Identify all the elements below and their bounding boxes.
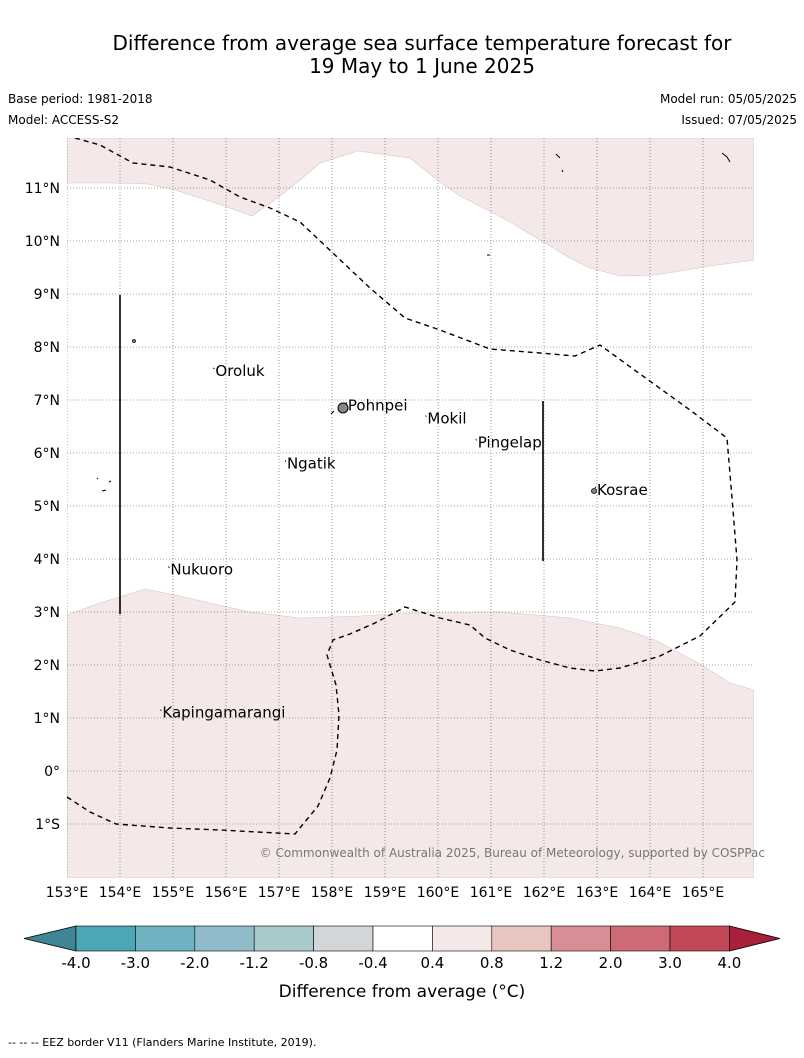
- place-marker: [167, 566, 170, 568]
- longitude-tick-label: 160°E: [417, 885, 460, 901]
- latitude-tick-label: 8°N: [34, 340, 60, 356]
- eez-footnote: -- -- -- EEZ border V11 (Flanders Marine…: [8, 1036, 317, 1049]
- longitude-tick-label: 159°E: [364, 885, 407, 901]
- model-name: Model: ACCESS-S2: [8, 113, 120, 127]
- longitude-tick-label: 158°E: [311, 885, 354, 901]
- colorbar-segment: [669, 925, 730, 952]
- atoll-marks-north: [555, 152, 731, 173]
- warm-anomaly-region-north: [67, 138, 754, 277]
- colorbar-segment: [372, 925, 433, 952]
- longitude-tick-label: 157°E: [258, 885, 301, 901]
- island-shape: [132, 339, 136, 343]
- colorbar-tick-label: 0.8: [480, 954, 504, 972]
- place-marker: [475, 439, 478, 441]
- copyright-notice: © Commonwealth of Australia 2025, Bureau…: [260, 846, 765, 860]
- longitude-tick-label: 162°E: [523, 885, 566, 901]
- colorbar-label: Difference from average (°C): [279, 982, 526, 1002]
- map-area: Oroluk Pohnpei Mokil Pingelap Ngatik Kosrae Nu…: [67, 138, 754, 878]
- place-label: Ngatik: [287, 455, 336, 473]
- title-line-1: Difference from average sea surface temp…: [112, 31, 732, 55]
- forecast-map: Oroluk Pohnpei Mokil Pingelap Ngatik Kosrae Nu…: [23, 138, 781, 1002]
- colorbar-segment: [75, 925, 136, 952]
- latitude-tick-label: 2°N: [34, 658, 60, 674]
- place-marker: [594, 486, 597, 489]
- base-period: Base period: 1981-2018: [8, 92, 153, 106]
- title-line-2: 19 May to 1 June 2025: [309, 54, 535, 78]
- place-label: Oroluk: [215, 362, 264, 380]
- longitude-tick-label: 164°E: [629, 885, 672, 901]
- longitude-tick-label: 165°E: [682, 885, 725, 901]
- colorbar-tick-label: 4.0: [717, 954, 741, 972]
- colorbar-tick-labels: -4.0 -3.0 -2.0 -1.2 -0.8 -0.4 0.4 0.8 1.2 2.0 3.0 4…: [61, 954, 741, 972]
- colorbar-segment: [253, 925, 314, 952]
- colorbar-segment: [135, 925, 196, 952]
- colorbar-tick-label: -0.4: [358, 954, 387, 972]
- place-marker: [284, 460, 287, 462]
- latitude-tick-label: 6°N: [34, 446, 60, 462]
- place-label: Kosrae: [597, 481, 648, 499]
- latitude-tick-label: 3°N: [34, 605, 60, 621]
- colorbar-segment: [491, 925, 552, 952]
- place-marker: [345, 401, 348, 404]
- atoll-marks: [96, 410, 335, 492]
- latitude-tick-label: 1°N: [34, 711, 60, 727]
- latitude-tick-label: 10°N: [25, 234, 60, 250]
- pohnpei-island-shape: [337, 402, 349, 414]
- latitude-tick-label: 1°S: [35, 817, 60, 833]
- latitude-tick-label: 9°N: [34, 287, 60, 303]
- place-marker: [160, 709, 162, 712]
- longitude-tick-label: 153°E: [46, 885, 89, 901]
- place-label: Pingelap: [478, 433, 542, 451]
- colorbar-tick-label: 0.4: [420, 954, 444, 972]
- place-marker: [213, 367, 215, 370]
- place-label: Kapingamarangi: [162, 704, 285, 722]
- place-label: Nukuoro: [170, 561, 233, 579]
- kosrae-island-shape: [591, 488, 597, 494]
- colorbar: [23, 925, 781, 952]
- place-label: Pohnpei: [348, 396, 408, 414]
- colorbar-extend-low: [23, 925, 77, 952]
- colorbar-tick-label: -0.8: [299, 954, 328, 972]
- colorbar-tick-label: -1.2: [240, 954, 269, 972]
- model-run: Model run: 05/05/2025: [659, 92, 797, 106]
- latitude-tick-label: 11°N: [25, 181, 60, 197]
- latitude-tick-label: 4°N: [34, 552, 60, 568]
- longitude-tick-labels: 153°E 154°E 155°E 156°E 157°E 158°E 159°E 160°E…: [46, 885, 725, 901]
- colorbar-segment: [432, 925, 493, 952]
- colorbar-tick-label: 3.0: [658, 954, 682, 972]
- latitude-tick-label: 7°N: [34, 393, 60, 409]
- longitude-tick-label: 163°E: [576, 885, 619, 901]
- latitude-tick-labels: 11°N 10°N 9°N 8°N 7°N 6°N 5°N 4°N 3°N 2°N 1°N 0° 1°S: [25, 181, 60, 833]
- colorbar-tick-label: 2.0: [599, 954, 623, 972]
- colorbar-segment: [550, 925, 611, 952]
- eez-border-north: [67, 138, 738, 835]
- colorbar-tick-label: -4.0: [61, 954, 90, 972]
- longitude-tick-label: 155°E: [152, 885, 195, 901]
- issued-date: Issued: 07/05/2025: [681, 113, 797, 127]
- longitude-tick-label: 154°E: [99, 885, 142, 901]
- colorbar-tick-label: -2.0: [180, 954, 209, 972]
- latitude-tick-label: 0°: [44, 764, 60, 780]
- place-labels: Oroluk Pohnpei Mokil Pingelap Ngatik Kosrae Nu…: [160, 362, 648, 722]
- graticule: [67, 138, 754, 878]
- colorbar-segment: [313, 925, 374, 952]
- latitude-tick-label: 5°N: [34, 499, 60, 515]
- longitude-tick-label: 156°E: [205, 885, 248, 901]
- place-marker: [425, 415, 427, 417]
- longitude-tick-label: 161°E: [470, 885, 513, 901]
- colorbar-tick-label: -3.0: [121, 954, 150, 972]
- colorbar-segment: [194, 925, 255, 952]
- colorbar-segment: [610, 925, 671, 952]
- colorbar-tick-label: 1.2: [539, 954, 563, 972]
- colorbar-extend-high: [729, 925, 781, 952]
- place-label: Mokil: [427, 410, 466, 428]
- map-title: Difference from average sea surface temp…: [60, 32, 784, 78]
